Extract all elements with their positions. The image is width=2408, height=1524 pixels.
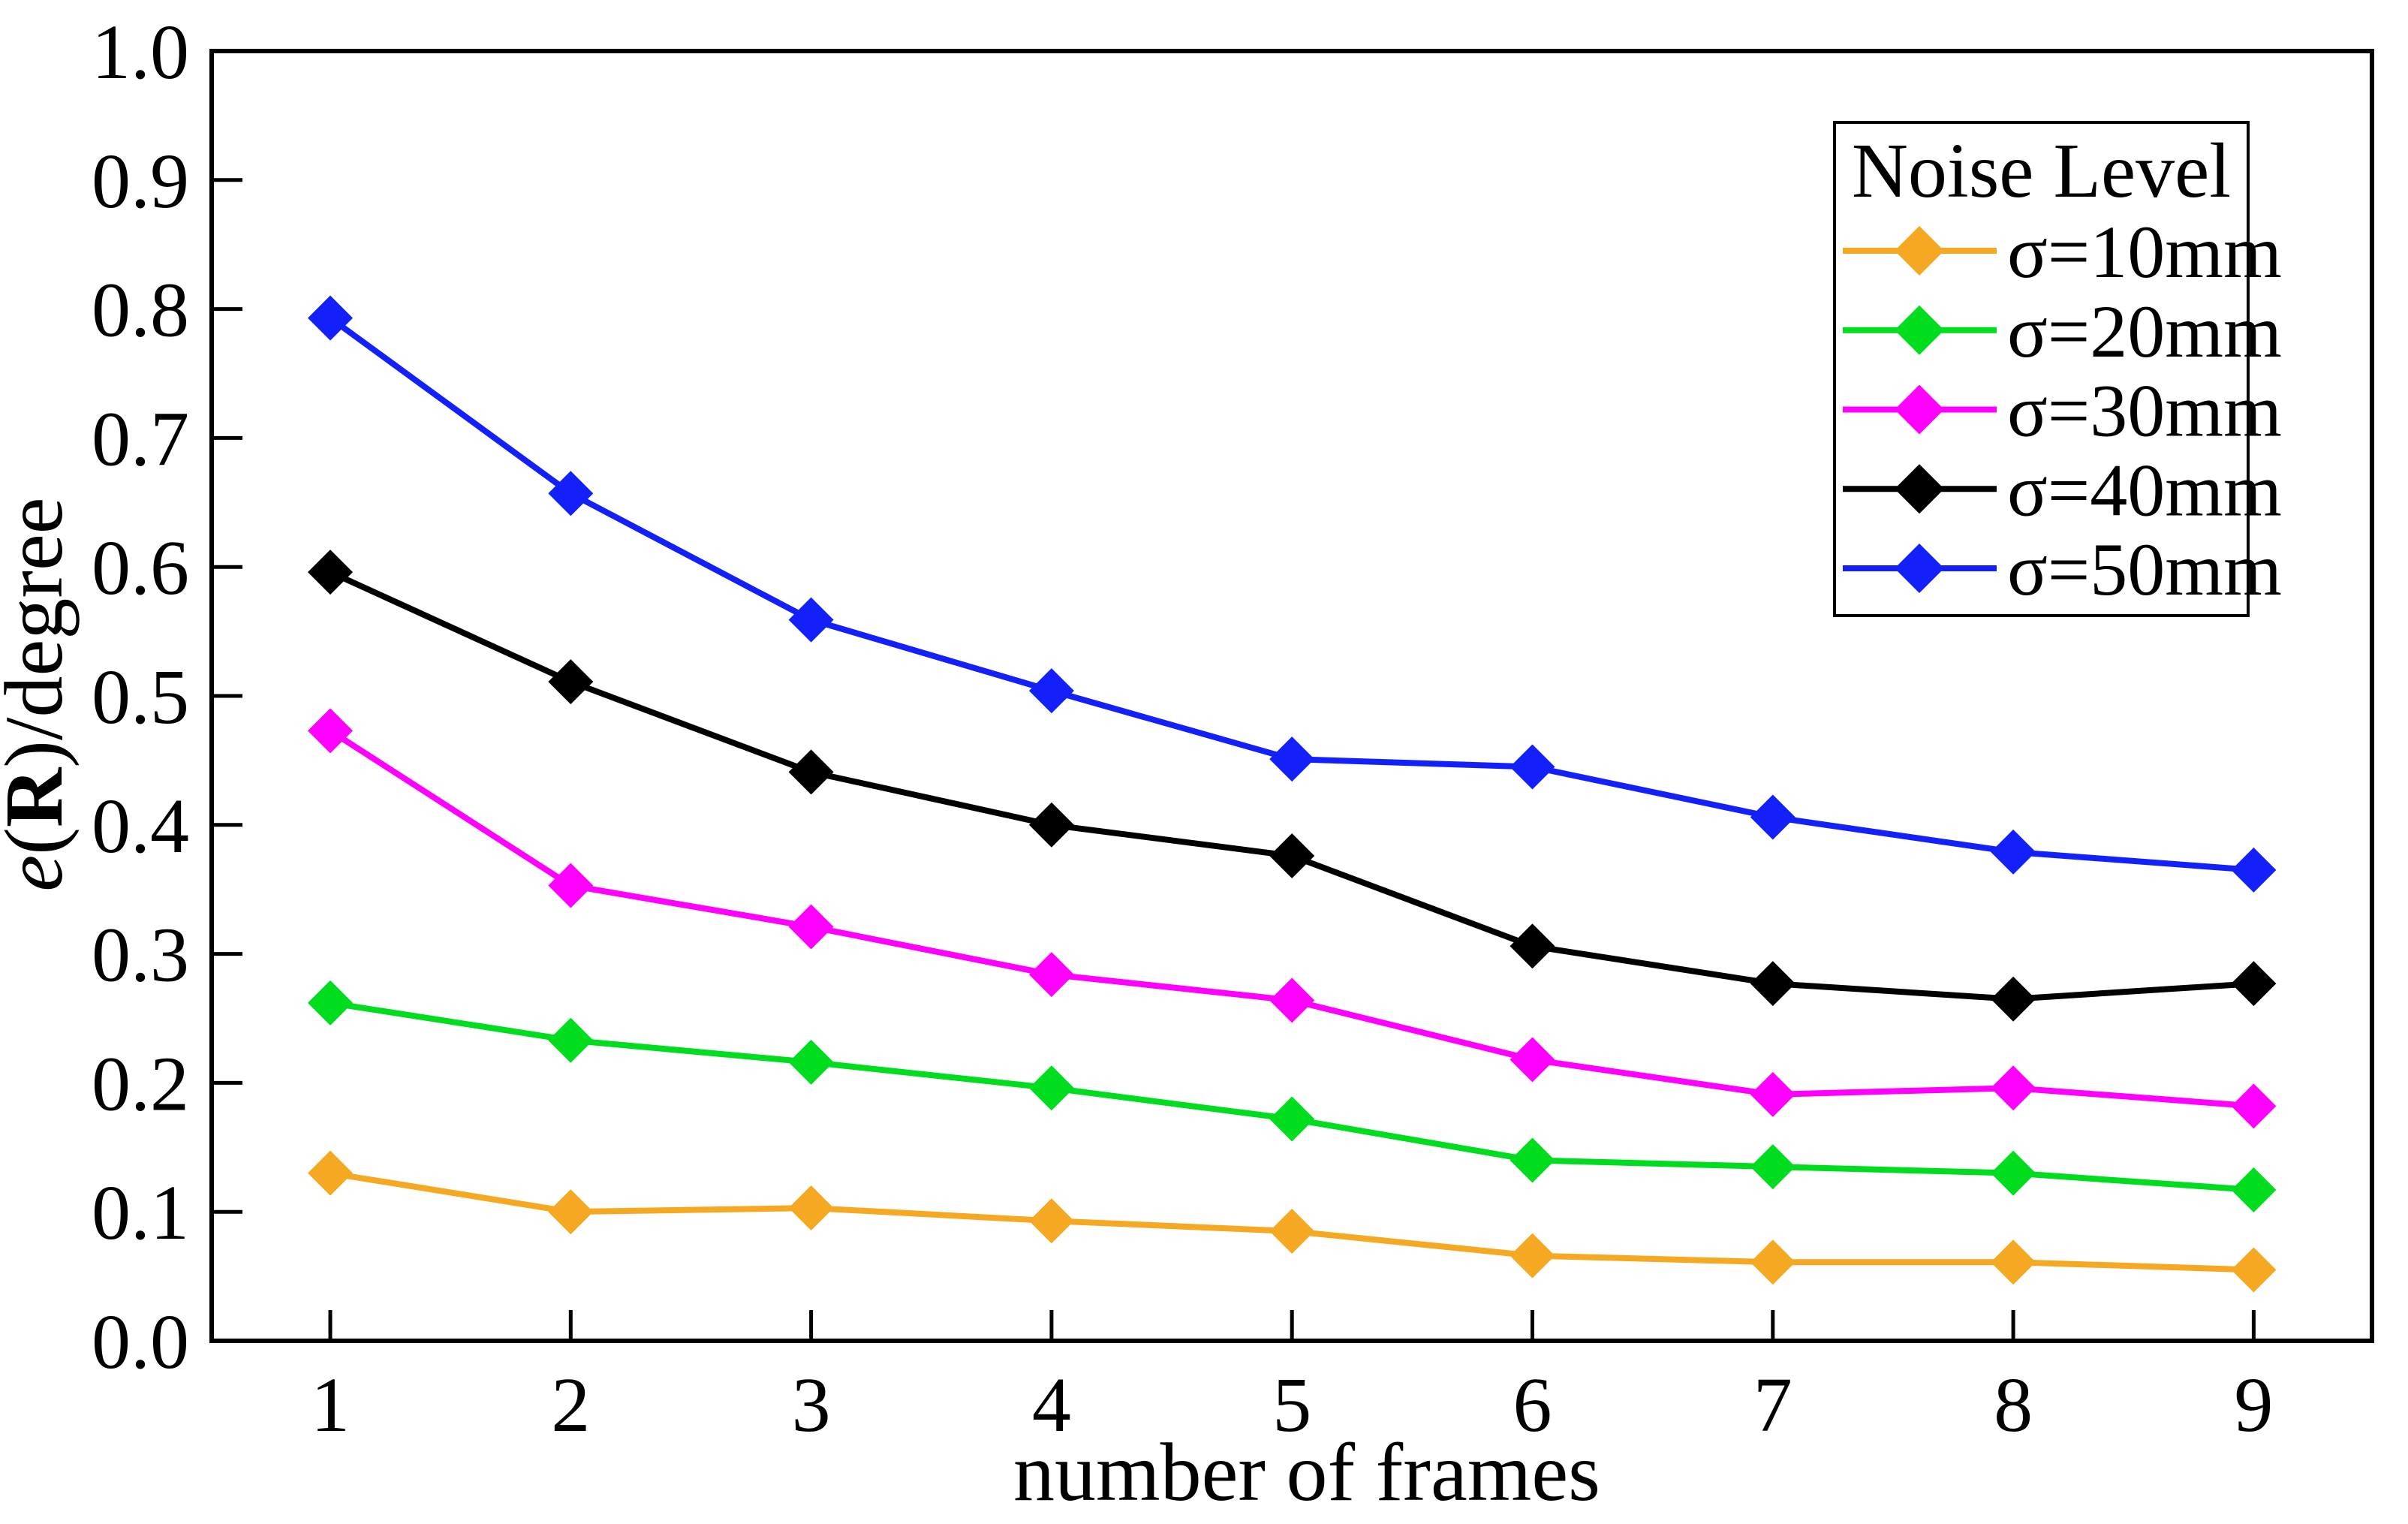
- legend-swatch-diamond-icon: [1895, 226, 1944, 276]
- legend-item: σ=20mm: [1843, 290, 2282, 373]
- x-axis-title: number of frames: [1013, 1426, 1600, 1518]
- y-tick-label: 0.8: [92, 267, 189, 354]
- legend-item-label: σ=10mm: [2007, 210, 2282, 294]
- legend-item: σ=30mm: [1843, 369, 2282, 453]
- series-marker: [2231, 961, 2277, 1007]
- legend-item: σ=40mm: [1843, 448, 2282, 532]
- y-tick-label: 0.4: [92, 783, 189, 869]
- series-marker: [2231, 1167, 2277, 1212]
- series-marker: [788, 749, 834, 795]
- series-marker: [2231, 847, 2277, 893]
- y-axis-title: e(R)/degree: [0, 497, 80, 891]
- series-marker: [548, 1189, 594, 1235]
- series-marker: [788, 1039, 834, 1085]
- y-tick-label: 0.2: [92, 1041, 189, 1127]
- y-tick-label: 0.3: [92, 912, 189, 998]
- plot-frame: [209, 49, 2374, 1343]
- x-tick-label: 6: [1513, 1362, 1552, 1448]
- y-tick-label: 0.9: [92, 138, 189, 224]
- series-marker: [1269, 736, 1315, 782]
- series-marker: [1028, 1198, 1074, 1244]
- x-tick-label: 7: [1753, 1362, 1792, 1448]
- series-marker: [1028, 1065, 1074, 1111]
- series-marker: [1991, 829, 2036, 875]
- series-marker: [1750, 961, 1795, 1007]
- legend-swatch-diamond-icon: [1895, 464, 1944, 514]
- y-tick-label: 0.5: [92, 654, 189, 740]
- series-marker: [2231, 1247, 2277, 1293]
- series-marker: [1028, 802, 1074, 848]
- x-tick-label: 4: [1032, 1362, 1071, 1448]
- legend: Noise Levelσ=10mmσ=20mmσ=30mmσ=40mmσ=50m…: [1833, 121, 2282, 617]
- series-marker: [308, 295, 353, 341]
- legend-item-label: σ=30mm: [2007, 369, 2282, 453]
- series-marker: [788, 597, 834, 643]
- series-marker: [1269, 1208, 1315, 1254]
- y-tick-label: 1.0: [92, 9, 189, 95]
- series-σ=20mm: [308, 980, 2277, 1212]
- legend-item: σ=10mm: [1843, 210, 2282, 294]
- series-marker: [788, 904, 834, 950]
- y-tick-label: 0.1: [92, 1170, 189, 1256]
- legend-swatch-diamond-icon: [1895, 384, 1944, 435]
- series-marker: [1991, 1239, 2036, 1285]
- series-marker: [1750, 794, 1795, 840]
- series-marker: [788, 1185, 834, 1231]
- series-marker: [548, 863, 594, 908]
- series-marker: [308, 980, 353, 1026]
- series-σ=40mm: [308, 550, 2277, 1022]
- series-marker: [1028, 952, 1074, 998]
- series-marker: [1510, 1037, 1555, 1083]
- y-tick-label: 0.7: [92, 396, 189, 482]
- y-tick-label: 0.0: [92, 1299, 189, 1385]
- legend-swatch-diamond-icon: [1895, 305, 1944, 355]
- x-tick-label: 8: [1994, 1362, 2033, 1448]
- series-marker: [308, 708, 353, 754]
- series-marker: [548, 1017, 594, 1063]
- series-marker: [1510, 1137, 1555, 1183]
- series-marker: [1510, 744, 1555, 790]
- series-marker: [548, 471, 594, 517]
- legend-item: σ=50mm: [1843, 528, 2282, 611]
- y-tick-label: 0.6: [92, 525, 189, 611]
- series-marker: [1991, 1065, 2036, 1111]
- series-marker: [1991, 1150, 2036, 1196]
- series-marker: [1750, 1239, 1795, 1285]
- series-marker: [1750, 1144, 1795, 1190]
- series-σ=30mm: [308, 708, 2277, 1129]
- series-marker: [1991, 976, 2036, 1022]
- series-marker: [1510, 1233, 1555, 1279]
- x-tick-label: 5: [1272, 1362, 1311, 1448]
- series-marker: [1269, 1096, 1315, 1142]
- legend-swatch-diamond-icon: [1895, 544, 1944, 593]
- x-tick-label: 3: [792, 1362, 831, 1448]
- x-tick-label: 2: [551, 1362, 590, 1448]
- series-σ=50mm: [308, 295, 2277, 893]
- series-marker: [308, 1150, 353, 1196]
- x-tick-label: 9: [2234, 1362, 2273, 1448]
- series-marker: [1750, 1071, 1795, 1117]
- series-marker: [1028, 668, 1074, 714]
- series-marker: [1269, 833, 1315, 879]
- series-marker: [1269, 977, 1315, 1023]
- legend-item-label: σ=40mm: [2007, 448, 2282, 532]
- x-tick-label: 1: [311, 1362, 350, 1448]
- series-marker: [2231, 1083, 2277, 1129]
- series-marker: [1510, 923, 1555, 969]
- series-marker: [548, 659, 594, 705]
- legend-title: Noise Level: [1852, 128, 2231, 214]
- legend-item-label: σ=20mm: [2007, 290, 2282, 373]
- series-σ=10mm: [308, 1150, 2277, 1293]
- series-marker: [308, 550, 353, 595]
- legend-item-label: σ=50mm: [2007, 528, 2282, 611]
- legend-box: [1833, 121, 2250, 617]
